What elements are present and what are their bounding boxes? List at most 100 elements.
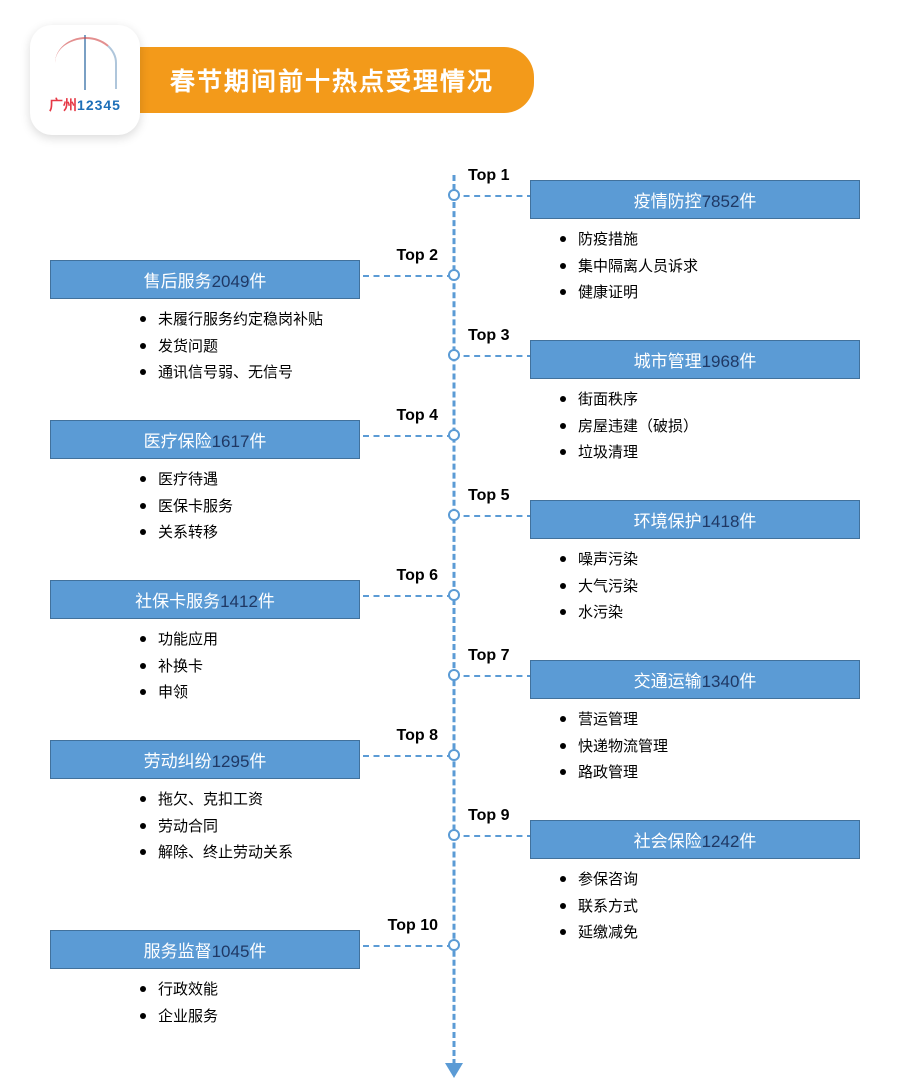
topic-count: 1617 (212, 432, 250, 451)
sub-list-item: 医疗待遇 (140, 467, 370, 494)
sub-list: 噪声污染大气污染水污染 (530, 539, 850, 627)
topic-unit: 件 (249, 272, 266, 291)
timeline-node (448, 509, 460, 521)
timeline-connector (453, 675, 533, 677)
sub-list-item: 功能应用 (140, 627, 370, 654)
topic-count: 1295 (212, 752, 250, 771)
timeline-diagram: Top 1疫情防控7852件防疫措施集中隔离人员诉求健康证明Top 2售后服务2… (0, 165, 907, 1085)
topic-header: 交通运输1340件 (530, 660, 860, 699)
topic-count: 1242 (702, 832, 740, 851)
topic-header: 疫情防控7852件 (530, 180, 860, 219)
topic-item: 售后服务2049件未履行服务约定稳岗补贴发货问题通讯信号弱、无信号 (50, 260, 370, 387)
sub-list: 营运管理快递物流管理路政管理 (530, 699, 850, 787)
topic-name: 售后服务 (144, 272, 212, 291)
timeline-node (448, 189, 460, 201)
timeline-node (448, 349, 460, 361)
topic-item: 疫情防控7852件防疫措施集中隔离人员诉求健康证明 (530, 180, 850, 307)
timeline-connector (363, 275, 453, 277)
rank-label: Top 8 (397, 727, 438, 745)
sub-list-item: 拖欠、克扣工资 (140, 787, 370, 814)
timeline-connector (363, 595, 453, 597)
header: 广州12345 春节期间前十热点受理情况 (30, 25, 907, 135)
sub-list-item: 集中隔离人员诉求 (560, 254, 850, 281)
topic-item: 服务监督1045件行政效能企业服务 (50, 930, 370, 1030)
topic-name: 环境保护 (634, 512, 702, 531)
sub-list: 防疫措施集中隔离人员诉求健康证明 (530, 219, 850, 307)
sub-list-item: 发货问题 (140, 334, 370, 361)
topic-count: 1418 (702, 512, 740, 531)
sub-list-item: 延缴减免 (560, 920, 850, 947)
topic-unit: 件 (258, 592, 275, 611)
sub-list-item: 未履行服务约定稳岗补贴 (140, 307, 370, 334)
topic-header: 医疗保险1617件 (50, 420, 360, 459)
topic-name: 劳动纠纷 (144, 752, 212, 771)
sub-list-item: 参保咨询 (560, 867, 850, 894)
sub-list-item: 行政效能 (140, 977, 370, 1004)
rank-label: Top 3 (468, 327, 509, 345)
topic-count: 7852 (702, 192, 740, 211)
sub-list-item: 快递物流管理 (560, 734, 850, 761)
topic-name: 社保卡服务 (135, 592, 220, 611)
topic-header: 售后服务2049件 (50, 260, 360, 299)
topic-unit: 件 (739, 512, 756, 531)
timeline-connector (363, 945, 453, 947)
topic-unit: 件 (249, 942, 266, 961)
sub-list: 未履行服务约定稳岗补贴发货问题通讯信号弱、无信号 (50, 299, 370, 387)
topic-header: 劳动纠纷1295件 (50, 740, 360, 779)
rank-label: Top 9 (468, 807, 509, 825)
sub-list: 拖欠、克扣工资劳动合同解除、终止劳动关系 (50, 779, 370, 867)
timeline-node (448, 429, 460, 441)
topic-item: 社保卡服务1412件功能应用补换卡申领 (50, 580, 370, 707)
topic-count: 2049 (212, 272, 250, 291)
timeline-connector (453, 355, 533, 357)
sub-list-item: 关系转移 (140, 520, 370, 547)
topic-name: 疫情防控 (634, 192, 702, 211)
sub-list-item: 申领 (140, 680, 370, 707)
sub-list-item: 企业服务 (140, 1004, 370, 1031)
topic-header: 服务监督1045件 (50, 930, 360, 969)
topic-unit: 件 (739, 192, 756, 211)
sub-list: 行政效能企业服务 (50, 969, 370, 1030)
timeline-node (448, 269, 460, 281)
topic-unit: 件 (739, 672, 756, 691)
topic-unit: 件 (739, 832, 756, 851)
logo-number: 12345 (77, 97, 121, 113)
timeline-node (448, 939, 460, 951)
topic-count: 1045 (212, 942, 250, 961)
timeline-connector (363, 755, 453, 757)
sub-list: 参保咨询联系方式延缴减免 (530, 859, 850, 947)
topic-name: 服务监督 (144, 942, 212, 961)
rank-label: Top 2 (397, 247, 438, 265)
topic-item: 劳动纠纷1295件拖欠、克扣工资劳动合同解除、终止劳动关系 (50, 740, 370, 867)
rank-label: Top 4 (397, 407, 438, 425)
spine-arrowhead-icon (445, 1063, 463, 1078)
topic-item: 医疗保险1617件医疗待遇医保卡服务关系转移 (50, 420, 370, 547)
sub-list-item: 噪声污染 (560, 547, 850, 574)
topic-unit: 件 (249, 752, 266, 771)
timeline-connector (453, 515, 533, 517)
topic-count: 1968 (702, 352, 740, 371)
topic-unit: 件 (249, 432, 266, 451)
sub-list-item: 防疫措施 (560, 227, 850, 254)
topic-unit: 件 (739, 352, 756, 371)
timeline-node (448, 589, 460, 601)
rank-label: Top 6 (397, 567, 438, 585)
topic-header: 社保卡服务1412件 (50, 580, 360, 619)
sub-list-item: 解除、终止劳动关系 (140, 840, 370, 867)
topic-name: 交通运输 (634, 672, 702, 691)
timeline-connector (363, 435, 453, 437)
topic-name: 医疗保险 (144, 432, 212, 451)
sub-list: 街面秩序房屋违建（破损）垃圾清理 (530, 379, 850, 467)
sub-list: 功能应用补换卡申领 (50, 619, 370, 707)
timeline-node (448, 749, 460, 761)
timeline-connector (453, 835, 533, 837)
page-title: 春节期间前十热点受理情况 (110, 47, 534, 113)
sub-list-item: 劳动合同 (140, 814, 370, 841)
sub-list-item: 营运管理 (560, 707, 850, 734)
sub-list-item: 大气污染 (560, 574, 850, 601)
rank-label: Top 1 (468, 167, 509, 185)
logo-text: 广州12345 (49, 95, 121, 115)
sub-list-item: 路政管理 (560, 760, 850, 787)
logo: 广州12345 (30, 25, 140, 135)
rank-label: Top 10 (388, 917, 438, 935)
